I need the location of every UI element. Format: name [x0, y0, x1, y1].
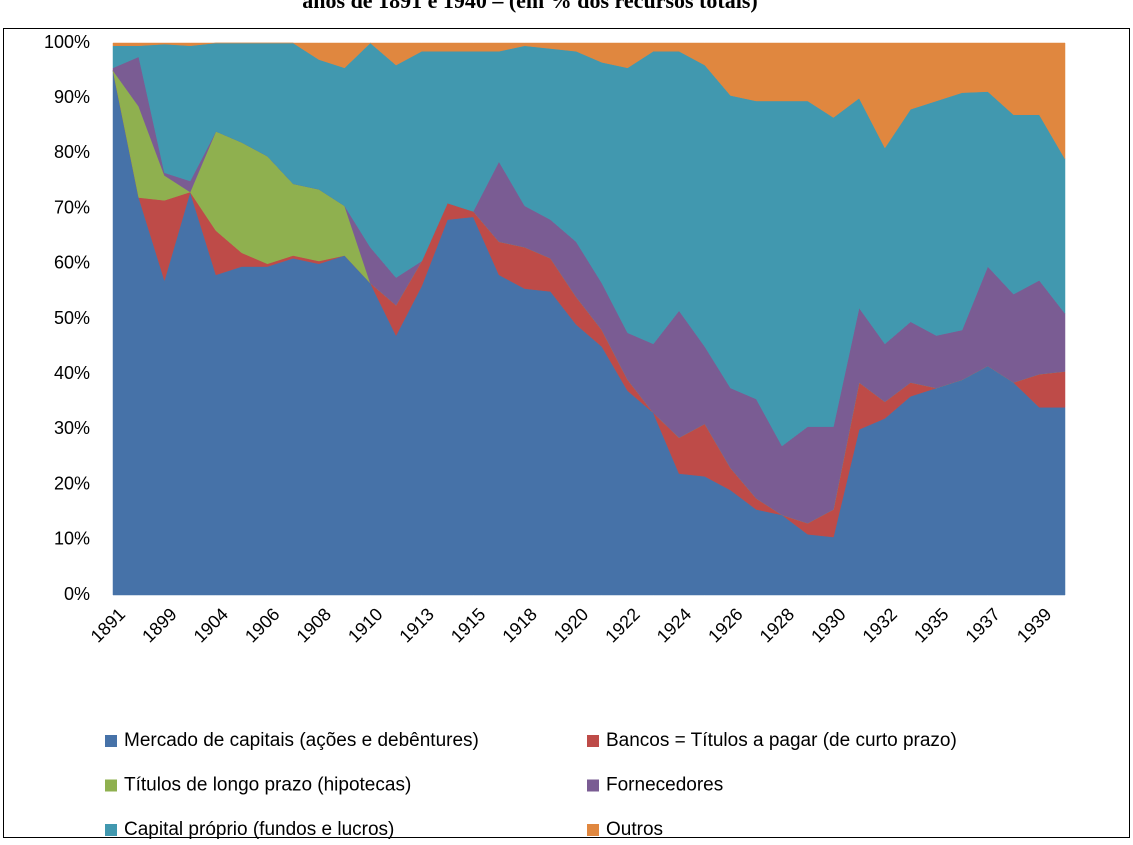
- legend-swatch: [105, 735, 117, 747]
- legend-swatch: [587, 779, 599, 792]
- area: [112, 42, 1066, 160]
- y-tick-label: 0%: [64, 584, 90, 604]
- y-tick-label: 90%: [54, 87, 90, 107]
- y-tick-label: 30%: [54, 418, 90, 438]
- y-tick-label: 80%: [54, 142, 90, 162]
- y-tick-label: 60%: [54, 253, 90, 273]
- legend-label: Capital próprio (fundos e lucros): [124, 819, 394, 840]
- y-tick-label: 50%: [54, 308, 90, 328]
- y-tick-label: 20%: [54, 473, 90, 493]
- y-tick-label: 10%: [54, 529, 90, 549]
- y-tick-label: 40%: [54, 363, 90, 383]
- legend-label: Títulos de longo prazo (hipotecas): [124, 775, 411, 796]
- legend-swatch: [587, 824, 599, 836]
- y-tick-label: 70%: [54, 197, 90, 217]
- legend-label: Bancos = Títulos a pagar (de curto prazo…: [606, 730, 957, 751]
- legend-swatch: [587, 735, 599, 747]
- legend-swatch: [105, 779, 117, 792]
- legend-label: Outros: [606, 819, 663, 840]
- y-tick-label: 100%: [44, 32, 90, 52]
- legend-label: Mercado de capitais (ações e debêntures): [124, 730, 479, 751]
- legend-label: Fornecedores: [606, 775, 723, 796]
- title-backdrop: [0, 0, 1133, 27]
- legend-swatch: [105, 824, 117, 836]
- chart-title: anos de 1891 e 1940 – (em % dos recursos…: [302, 0, 757, 13]
